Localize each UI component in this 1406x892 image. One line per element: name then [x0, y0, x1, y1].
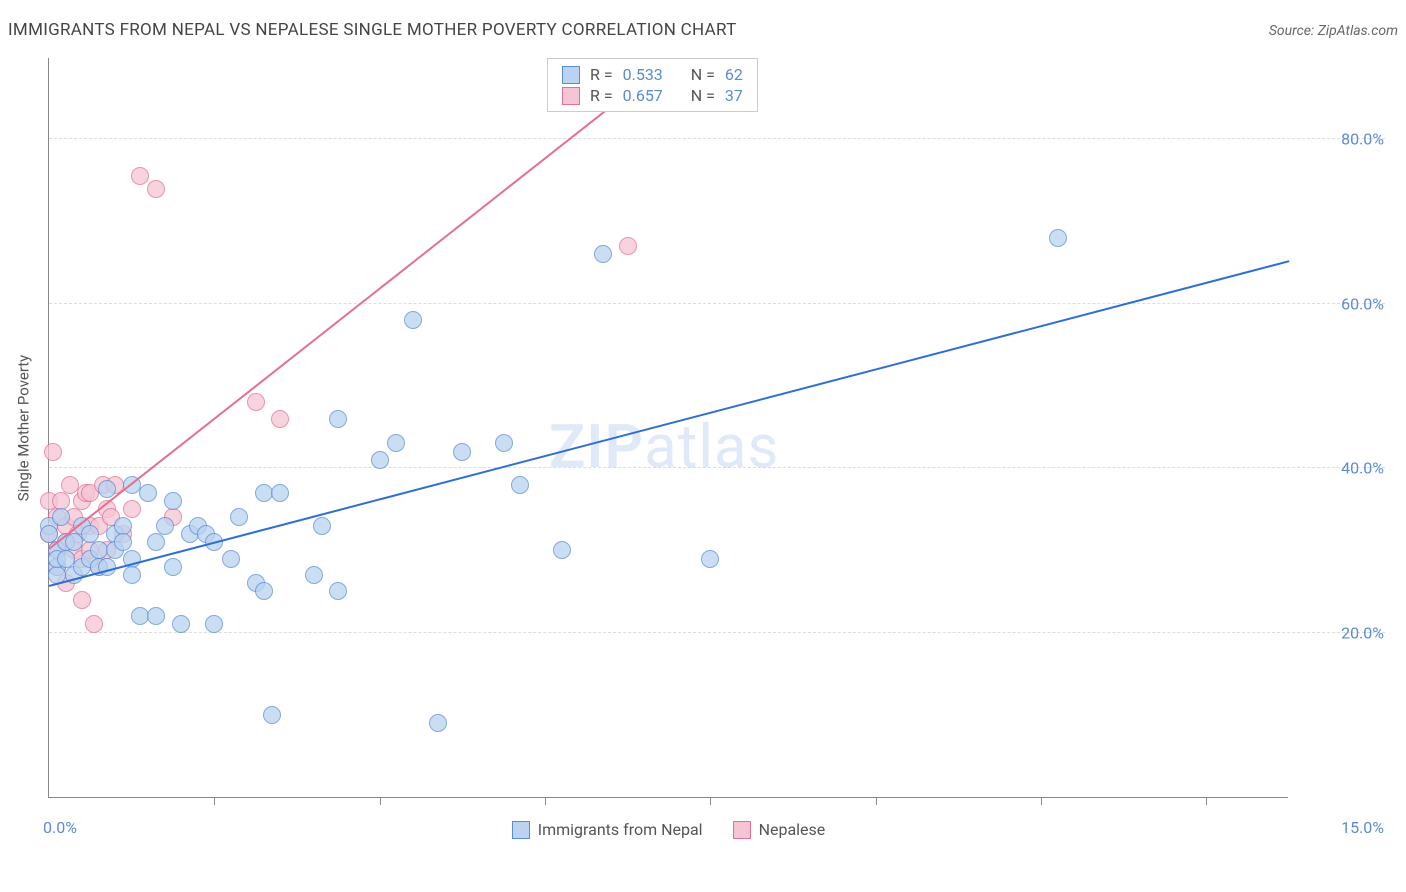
data-point	[147, 607, 165, 625]
y-tick-label: 40.0%	[1304, 459, 1384, 478]
data-point	[164, 558, 182, 576]
data-point	[329, 410, 347, 428]
data-point	[619, 237, 637, 255]
data-point	[594, 245, 612, 263]
y-axis-label-container: Single Mother Poverty	[8, 58, 38, 798]
data-point	[61, 476, 79, 494]
chart-title: IMMIGRANTS FROM NEPAL VS NEPALESE SINGLE…	[8, 20, 737, 40]
data-point	[1049, 229, 1067, 247]
data-point	[222, 550, 240, 568]
gridline	[49, 467, 1385, 468]
data-point	[313, 517, 331, 535]
correlation-legend: R = 0.533 N = 62 R = 0.657 N = 37	[547, 58, 758, 112]
gridline	[49, 138, 1385, 139]
swatch-series-1	[512, 821, 530, 839]
data-point	[156, 517, 174, 535]
x-tick	[380, 797, 381, 805]
data-point	[271, 484, 289, 502]
data-point	[40, 525, 58, 543]
x-tick	[710, 797, 711, 805]
data-point	[114, 533, 132, 551]
r-value-1: 0.533	[623, 65, 663, 84]
data-point	[81, 525, 99, 543]
x-tick	[1206, 797, 1207, 805]
y-tick-label: 80.0%	[1304, 130, 1384, 149]
data-point	[147, 180, 165, 198]
data-point	[114, 517, 132, 535]
r-label: R =	[590, 65, 613, 84]
data-point	[371, 451, 389, 469]
data-point	[52, 492, 70, 510]
trend-line	[48, 80, 645, 550]
data-point	[147, 533, 165, 551]
legend-row-series-2: R = 0.657 N = 37	[562, 86, 743, 105]
data-point	[164, 492, 182, 510]
n-value-2: 37	[725, 86, 743, 105]
data-point	[90, 541, 108, 559]
data-point	[495, 434, 513, 452]
swatch-series-2	[733, 821, 751, 839]
data-point	[131, 167, 149, 185]
data-point	[255, 484, 273, 502]
series-1-name: Immigrants from Nepal	[538, 820, 703, 839]
data-point	[305, 566, 323, 584]
data-point	[52, 508, 70, 526]
data-point	[255, 582, 273, 600]
x-axis-max-label: 15.0%	[1341, 818, 1384, 837]
data-point	[553, 541, 571, 559]
scatter-chart: 0.0% 15.0% R = 0.533 N = 62 R = 0.657 N …	[48, 58, 1288, 798]
series-legend: Immigrants from Nepal Nepalese	[49, 820, 1288, 839]
data-point	[329, 582, 347, 600]
n-label: N =	[691, 86, 715, 105]
x-tick	[214, 797, 215, 805]
data-point	[85, 615, 103, 633]
r-value-2: 0.657	[623, 86, 663, 105]
data-point	[404, 311, 422, 329]
x-tick	[876, 797, 877, 805]
series-2-name: Nepalese	[759, 820, 826, 839]
swatch-series-1	[562, 66, 580, 84]
n-value-1: 62	[725, 65, 743, 84]
y-axis-label: Single Mother Poverty	[14, 355, 32, 502]
data-point	[453, 443, 471, 461]
data-point	[98, 480, 116, 498]
legend-item-2: Nepalese	[733, 820, 826, 839]
data-point	[701, 550, 719, 568]
legend-row-series-1: R = 0.533 N = 62	[562, 65, 743, 84]
data-point	[139, 484, 157, 502]
data-point	[44, 443, 62, 461]
data-point	[131, 607, 149, 625]
x-tick	[545, 797, 546, 805]
gridline	[49, 303, 1385, 304]
data-point	[205, 615, 223, 633]
y-tick-label: 20.0%	[1304, 623, 1384, 642]
data-point	[123, 500, 141, 518]
y-tick-label: 60.0%	[1304, 294, 1384, 313]
swatch-series-2	[562, 87, 580, 105]
data-point	[57, 550, 75, 568]
data-point	[429, 714, 447, 732]
data-point	[172, 615, 190, 633]
chart-source: Source: ZipAtlas.com	[1269, 23, 1398, 39]
data-point	[511, 476, 529, 494]
x-tick	[1041, 797, 1042, 805]
data-point	[123, 566, 141, 584]
chart-header: IMMIGRANTS FROM NEPAL VS NEPALESE SINGLE…	[8, 20, 1398, 52]
r-label: R =	[590, 86, 613, 105]
n-label: N =	[691, 65, 715, 84]
data-point	[73, 591, 91, 609]
gridline	[49, 632, 1385, 633]
data-point	[263, 706, 281, 724]
data-point	[387, 434, 405, 452]
trend-line	[49, 260, 1290, 587]
legend-item-1: Immigrants from Nepal	[512, 820, 703, 839]
data-point	[230, 508, 248, 526]
data-point	[247, 393, 265, 411]
data-point	[271, 410, 289, 428]
